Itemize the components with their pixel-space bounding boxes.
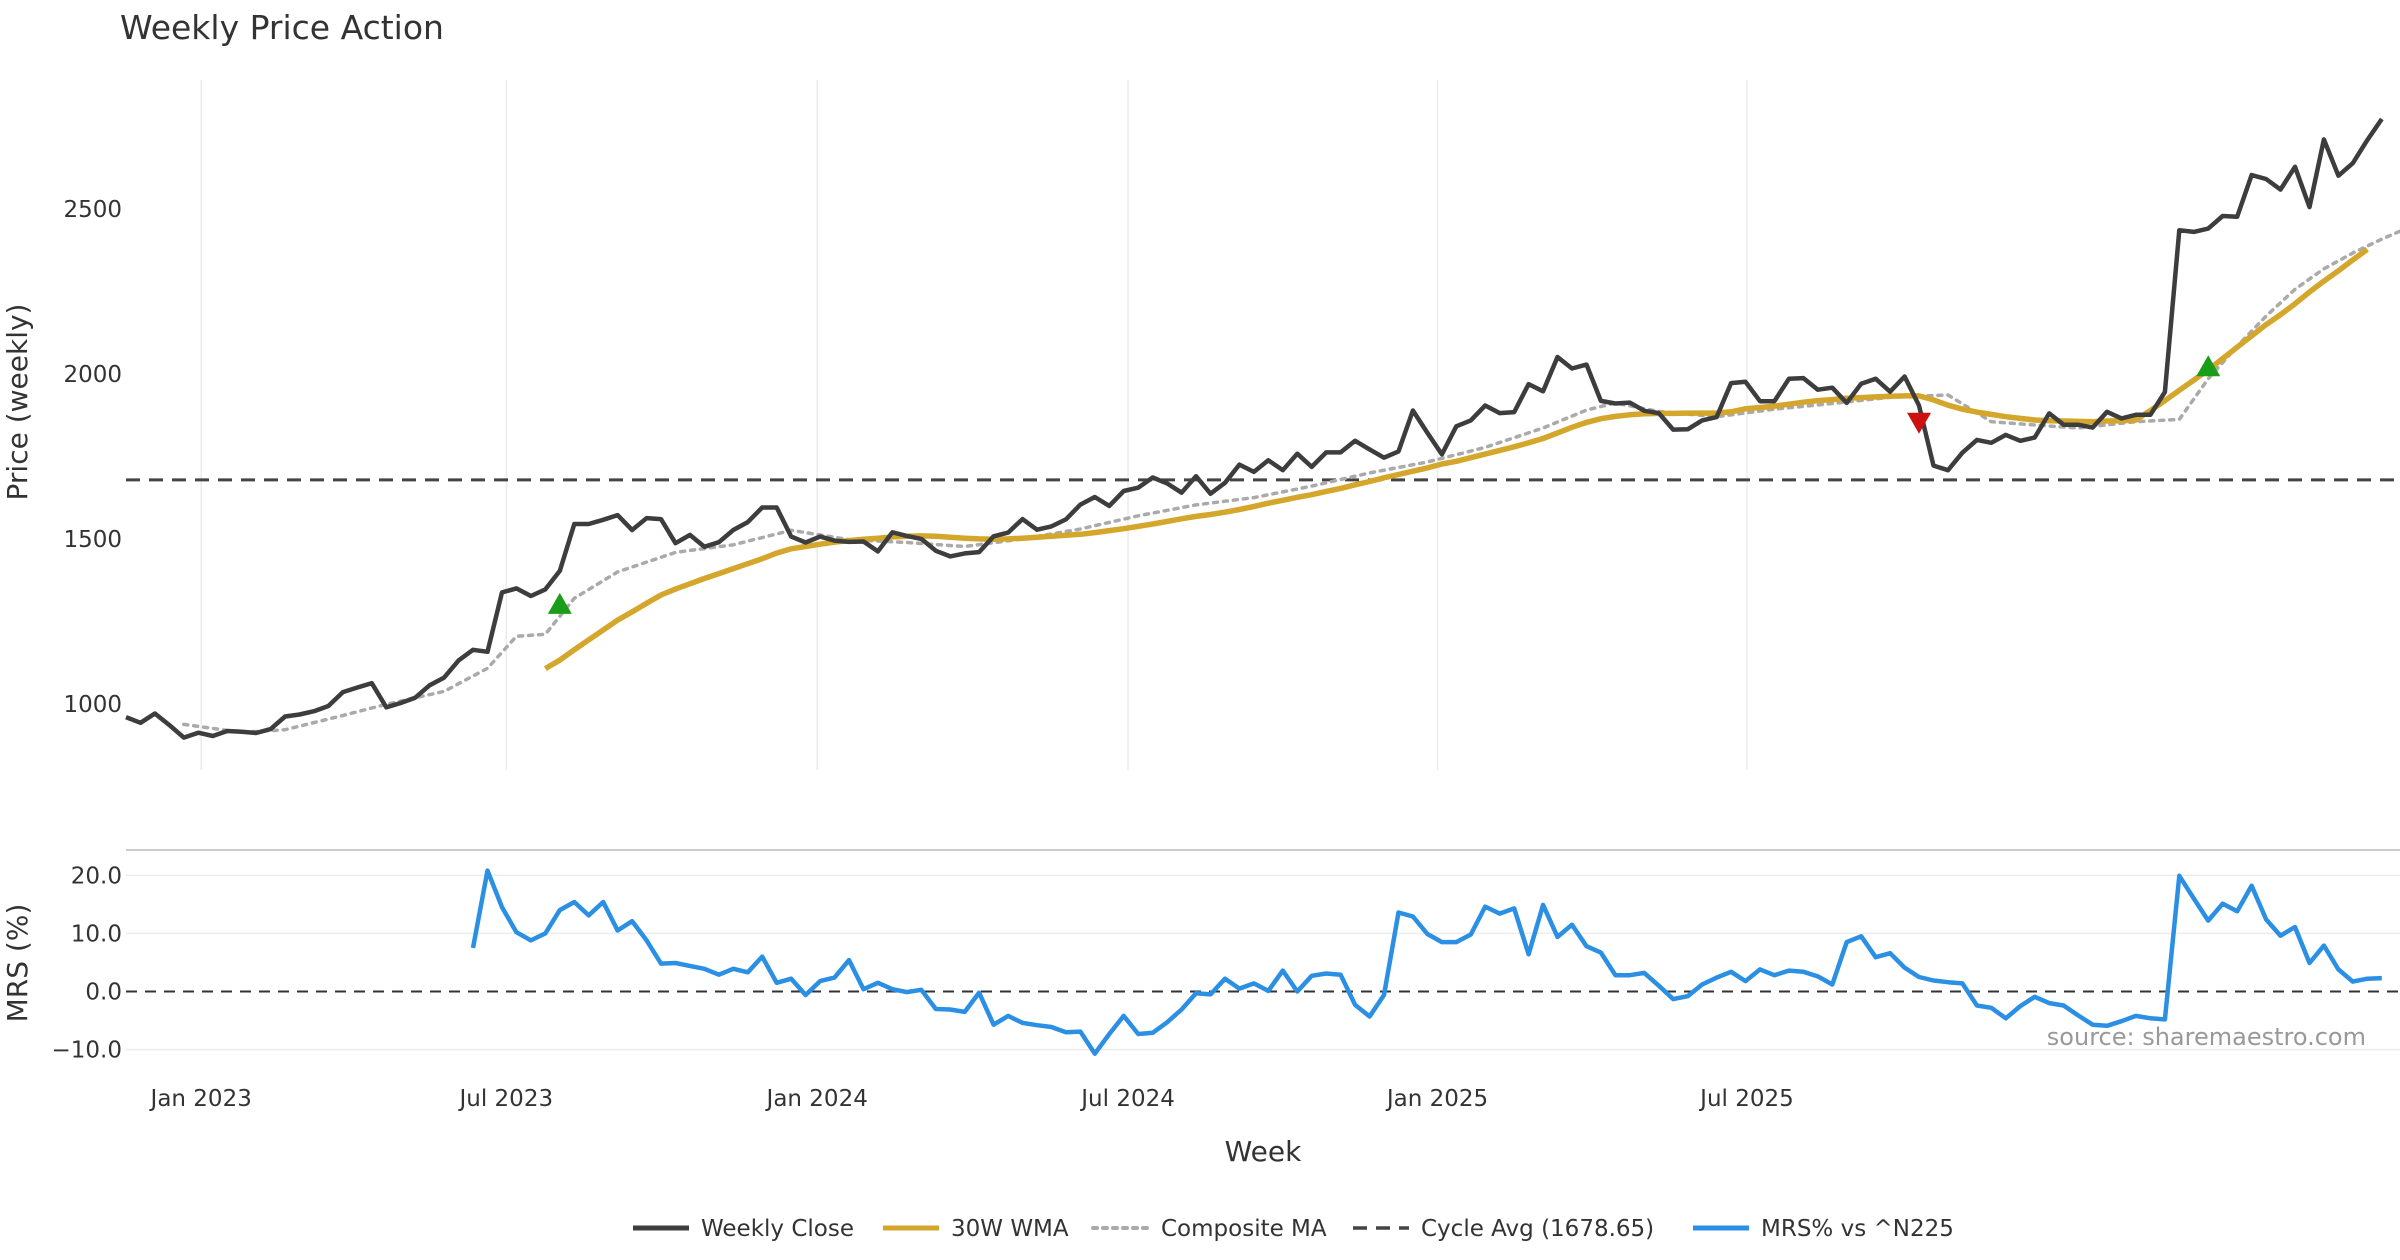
x-axis-ticks: Jan 2023 Jul 2023 Jan 2024 Jul 2024 Jan 2025…	[149, 1086, 1794, 1112]
mrs-y-tick-label: 10.0	[71, 921, 122, 947]
mrs-y-tick-label: 20.0	[71, 863, 122, 889]
legend-item-mrs: MRS% vs ^N225	[1693, 1216, 1954, 1242]
legend-item-composite: Composite MA	[1091, 1216, 1327, 1242]
price-panel: 1000 1500 2000 2500	[63, 80, 2400, 770]
mrs-y-tick-label: −10.0	[52, 1038, 122, 1064]
price-y-tick-label: 1500	[63, 527, 122, 553]
price-y-tick-label: 2000	[63, 362, 122, 388]
price-y-tick-label: 1000	[63, 692, 122, 718]
composite-ma-line	[182, 229, 2400, 735]
signal-markers	[547, 355, 2221, 614]
x-tick-label: Jul 2024	[1079, 1086, 1175, 1112]
x-tick-label: Jan 2024	[765, 1086, 868, 1112]
mrs-gridlines	[126, 874, 2400, 1051]
legend-label-wma: 30W WMA	[951, 1216, 1069, 1242]
weekly-close-line	[125, 117, 2384, 740]
legend-item-cycle: Cycle Avg (1678.65)	[1353, 1216, 1654, 1242]
legend-item-close: Weekly Close	[633, 1216, 854, 1242]
sell-signal-marker-0	[1907, 412, 1932, 434]
mrs-line	[470, 868, 2382, 1056]
price-series	[125, 117, 2400, 740]
x-axis-label: Week	[1225, 1135, 1302, 1168]
mrs-y-tick-label: 0.0	[85, 980, 122, 1006]
x-tick-label: Jan 2025	[1385, 1086, 1488, 1112]
mrs-y-ticks: −10.0 0.0 10.0 20.0	[52, 863, 122, 1063]
mrs-panel: −10.0 0.0 10.0 20.0	[52, 863, 2400, 1064]
legend-item-wma: 30W WMA	[883, 1216, 1069, 1242]
buy-signal-marker-0	[547, 592, 572, 614]
price-y-ticks: 1000 1500 2000 2500	[63, 197, 122, 718]
legend-label-composite: Composite MA	[1161, 1216, 1327, 1242]
legend-label-mrs: MRS% vs ^N225	[1761, 1216, 1954, 1242]
x-tick-label: Jan 2023	[149, 1086, 252, 1112]
legend: Weekly Close 30W WMA Composite MA Cycle Avg…	[633, 1216, 1954, 1242]
mrs-series	[126, 868, 2400, 1056]
price-y-tick-label: 2500	[63, 197, 122, 223]
legend-label-close: Weekly Close	[701, 1216, 854, 1242]
buy-signal-marker-1	[2196, 355, 2221, 377]
x-tick-label: Jul 2025	[1698, 1086, 1794, 1112]
legend-label-cycle: Cycle Avg (1678.65)	[1421, 1216, 1654, 1242]
x-tick-label: Jul 2023	[457, 1086, 553, 1112]
chart-title: Weekly Price Action	[120, 8, 444, 47]
source-watermark: source: sharemaestro.com	[2047, 1023, 2366, 1051]
price-gridlines	[200, 80, 1748, 770]
price-y-axis-label: Price (weekly)	[1, 304, 34, 501]
mrs-y-axis-label: MRS (%)	[1, 904, 34, 1023]
